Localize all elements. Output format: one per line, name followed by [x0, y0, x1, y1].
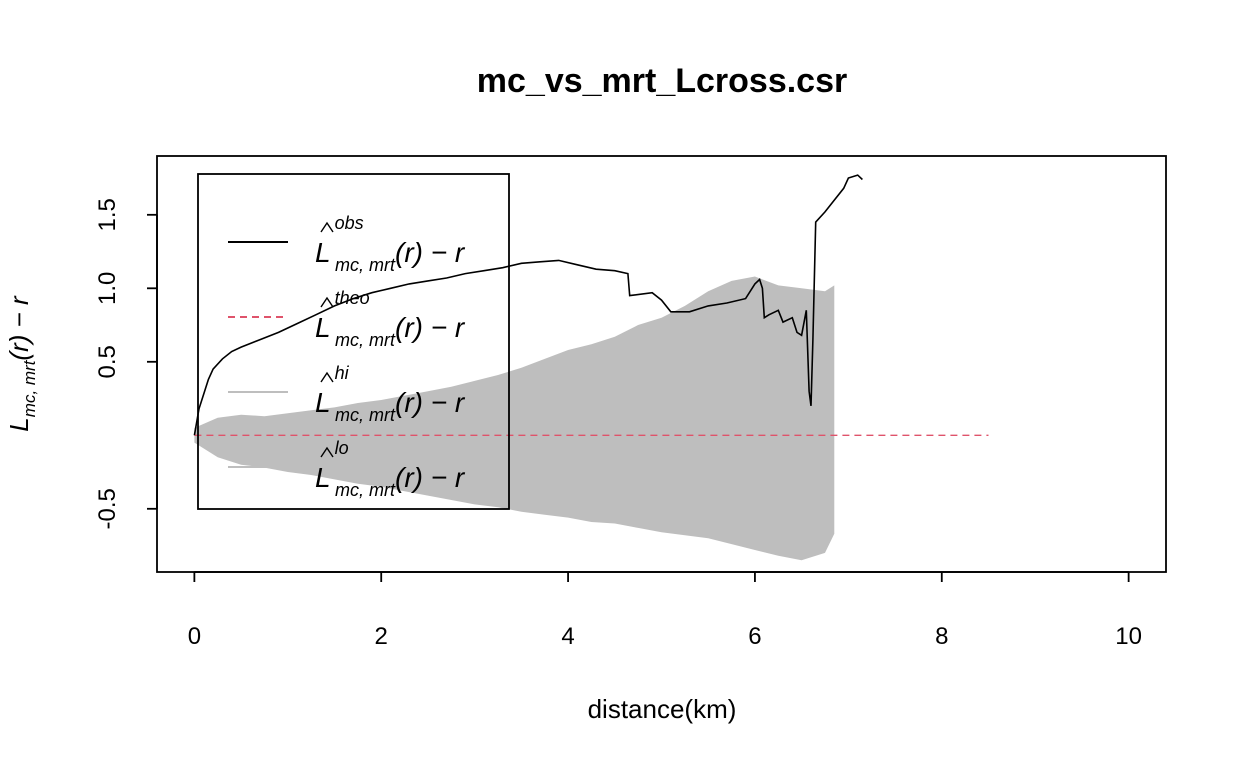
x-tick-label: 10: [1115, 623, 1142, 650]
legend-item-obs: Lobs mc, mrt(r) − r: [228, 213, 466, 275]
x-tick-label: 0: [188, 623, 201, 650]
legend-label: Lhi mc, mrt(r) − r: [315, 363, 466, 425]
y-axis-label-text: Lmc, mrt(r) − r: [4, 295, 39, 432]
obs-layer: [193, 174, 863, 436]
legend-item-hi: Lhi mc, mrt(r) − r: [228, 363, 466, 425]
legend-hat-mark: [320, 296, 334, 308]
legend-hat-mark: [320, 221, 334, 233]
legend-item-lo: Llo mc, mrt(r) − r: [228, 438, 466, 500]
y-axis: -0.5 0.5 1.0 1.5: [94, 198, 158, 529]
y-tick-label: -0.5: [94, 488, 121, 529]
chart-title: mc_vs_mrt_Lcross.csr: [477, 62, 847, 100]
envelope-layer: [194, 276, 835, 561]
x-axis: 0 2 4 6 8 10: [188, 571, 1142, 650]
series-obs-line: [193, 174, 863, 436]
envelope-band: [194, 276, 835, 561]
legend: Lobs mc, mrt(r) − r Ltheo mc, mrt(r) − r Lhi…: [197, 173, 510, 510]
chart-title-text: mc_vs_mrt_Lcross.csr: [477, 62, 847, 100]
legend-label: Lobs mc, mrt(r) − r: [315, 213, 466, 275]
y-tick-label: 0.5: [94, 345, 121, 378]
x-tick-label: 2: [375, 623, 388, 650]
x-tick-label: 4: [561, 623, 574, 650]
legend-hat-mark: [320, 371, 334, 383]
legend-hat-mark: [320, 446, 334, 458]
legend-label: Llo mc, mrt(r) − r: [315, 438, 466, 500]
x-tick-label: 6: [748, 623, 761, 650]
legend-item-theo: Ltheo mc, mrt(r) − r: [228, 288, 466, 350]
x-axis-label: distance(km): [588, 694, 737, 724]
y-axis-label: Lmc, mrt(r) − r: [4, 295, 39, 432]
y-tick-label: 1.0: [94, 272, 121, 305]
legend-box: [197, 173, 510, 510]
y-tick-label: 1.5: [94, 198, 121, 231]
x-tick-label: 8: [935, 623, 948, 650]
legend-label: Ltheo mc, mrt(r) − r: [315, 288, 466, 350]
